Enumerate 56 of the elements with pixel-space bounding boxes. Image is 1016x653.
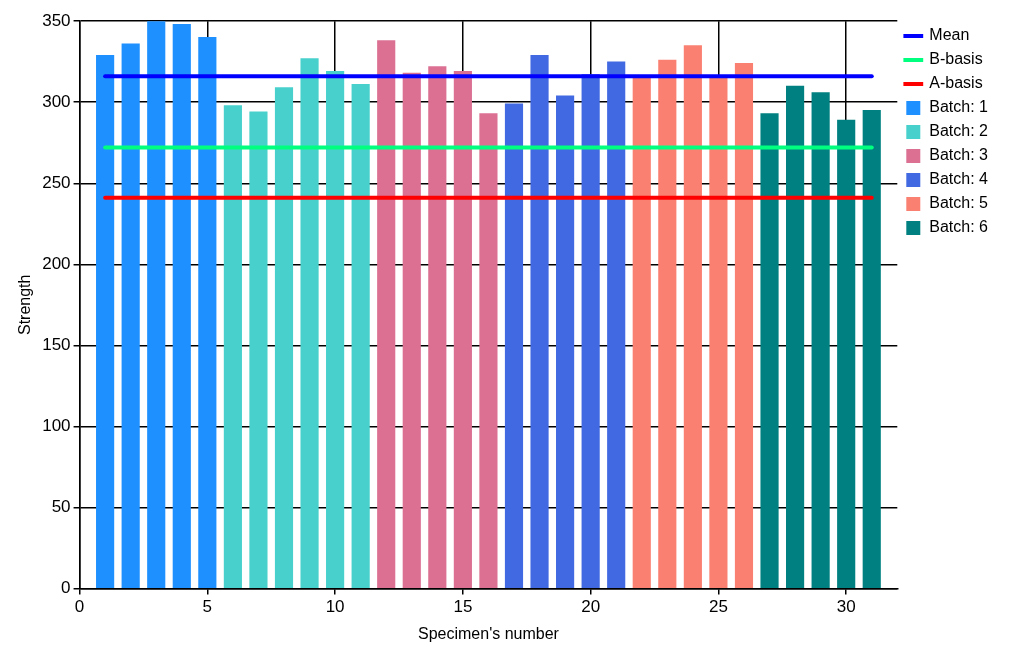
bar xyxy=(249,111,268,588)
x-tick-label: 15 xyxy=(453,597,473,617)
y-tick-label: 250 xyxy=(42,172,71,192)
y-tick-label: 150 xyxy=(42,335,71,354)
legend-label: A-basis xyxy=(929,74,983,92)
bar xyxy=(607,61,626,588)
legend-label: Batch: 4 xyxy=(929,170,989,188)
legend-label: Batch: 5 xyxy=(929,194,989,212)
bar xyxy=(504,103,524,588)
bar xyxy=(402,72,421,588)
legend-label: Batch: 2 xyxy=(929,122,989,140)
x-tick-label: 10 xyxy=(325,597,345,617)
bar xyxy=(198,37,217,588)
bar xyxy=(556,95,575,588)
bar xyxy=(683,45,702,588)
y-tick-label: 350 xyxy=(42,10,71,30)
legend-label: Mean xyxy=(929,26,970,44)
bar xyxy=(786,85,805,588)
bar xyxy=(377,40,396,588)
legend-label: B-basis xyxy=(929,50,983,68)
bar xyxy=(632,75,651,588)
bar xyxy=(734,63,754,588)
x-tick-label: 20 xyxy=(581,597,601,617)
y-tick-label: 0 xyxy=(61,578,71,598)
x-tick-label: 25 xyxy=(708,597,728,617)
y-tick-label: 100 xyxy=(42,416,71,436)
bar xyxy=(326,71,345,588)
bar xyxy=(479,113,498,588)
bar xyxy=(300,58,319,588)
y-axis-title: Strength xyxy=(16,274,34,336)
x-tick-label: 0 xyxy=(74,597,85,617)
y-tick-label: 50 xyxy=(51,497,71,517)
bar xyxy=(274,87,294,588)
x-tick-label: 5 xyxy=(202,597,213,617)
legend-label: Batch: 1 xyxy=(929,98,989,116)
bar xyxy=(709,75,728,588)
bar xyxy=(147,21,166,588)
y-tick-label: 200 xyxy=(42,253,71,273)
legend-label: Batch: 3 xyxy=(929,146,989,164)
bar xyxy=(658,59,677,588)
bar xyxy=(172,24,191,588)
y-tick-label: 300 xyxy=(42,91,71,111)
bar xyxy=(351,84,370,588)
bar xyxy=(862,110,881,588)
bar xyxy=(223,105,242,588)
x-tick-label: 30 xyxy=(836,597,856,617)
bar xyxy=(96,54,115,588)
bar xyxy=(811,92,830,588)
bar xyxy=(760,113,779,588)
legend-label: Batch: 6 xyxy=(929,218,989,236)
bar xyxy=(453,71,472,588)
bar xyxy=(530,54,549,588)
bar xyxy=(837,119,856,588)
bar xyxy=(121,43,140,588)
bar xyxy=(428,66,447,588)
x-axis-title: Specimen's number xyxy=(417,624,560,642)
